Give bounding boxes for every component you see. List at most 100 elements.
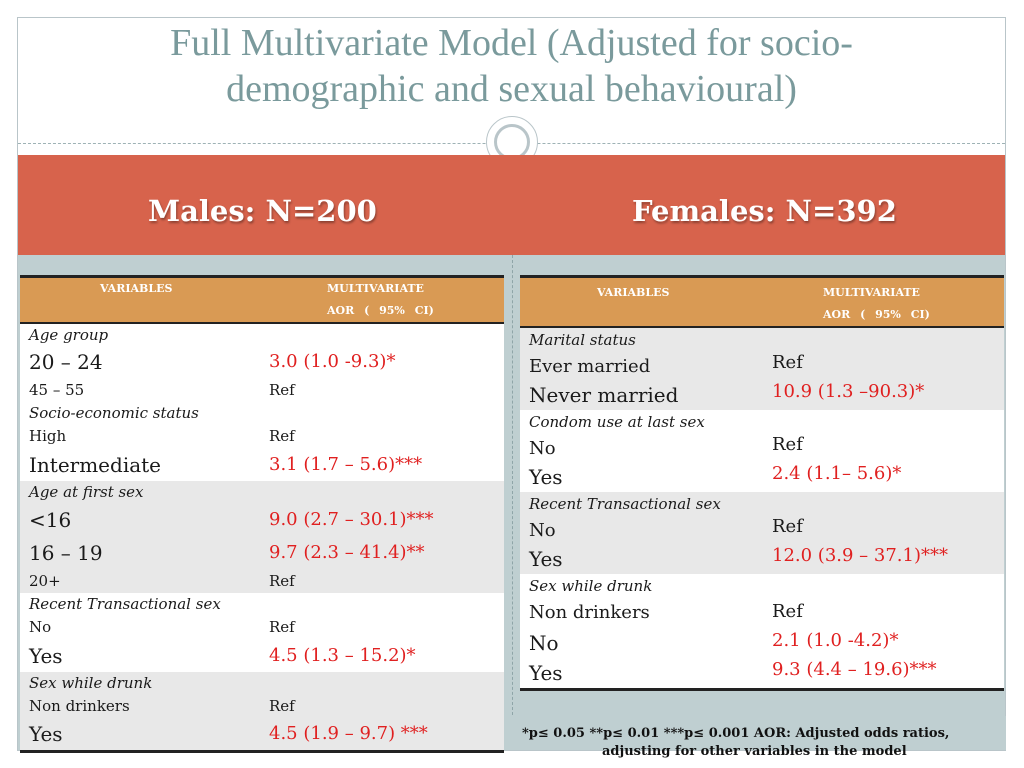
males-table-header: VARIABLES MULTIVARIATE AOR ( 95% CI) [20, 276, 504, 324]
males-table-row: High Ref [20, 424, 504, 448]
header-band [18, 155, 1005, 255]
males-header-variables: VARIABLES [20, 276, 260, 324]
females-header-multivariate-label: MULTIVARIATE [823, 286, 920, 299]
males-table-row: <16 9.0 (2.7 – 30.1)*** [20, 503, 504, 536]
males-table-row: Sex while drunk [20, 672, 504, 694]
empty-cell [260, 481, 504, 503]
males-table-row: Non drinkers Ref [20, 694, 504, 718]
empty-cell [260, 402, 504, 424]
ref-value: Ref [772, 352, 803, 373]
level-label: Yes [20, 639, 260, 672]
level-label: High [20, 424, 260, 448]
males-label: Males: N=200 [148, 194, 377, 228]
ref-value: Ref [772, 434, 803, 455]
males-table-row: Intermediate 3.1 (1.7 – 5.6)*** [20, 448, 504, 481]
males-table-row: 16 – 19 9.7 (2.3 – 41.4)** [20, 536, 504, 569]
males-table-row: Age group [20, 323, 504, 345]
aor-value: 2.1 (1.0 -4.2)* [772, 630, 899, 651]
females-table-group: Marital status Ever married Never married R… [520, 327, 1004, 410]
aor-value: 10.9 (1.3 –90.3)* [772, 381, 925, 402]
males-table-row: 45 – 55 Ref [20, 378, 504, 402]
footnote-line-1: *p≤ 0.05 **p≤ 0.01 ***p≤ 0.001 AOR: Adju… [522, 726, 950, 741]
category-label: Recent Transactional sex [20, 593, 260, 615]
empty-cell [260, 672, 504, 694]
category-label: Socio-economic status [20, 402, 260, 424]
ref-value: Ref [260, 424, 504, 448]
ref-value: Ref [772, 601, 803, 622]
level-label: No [529, 631, 559, 655]
level-label: Yes [529, 661, 563, 685]
aor-value: 2.4 (1.1– 5.6)* [772, 463, 902, 484]
females-table-group: Recent Transactional sex No Yes Ref 12.0 (3.… [520, 492, 1004, 574]
females-header-aor: AOR ( 95% CI) [823, 308, 930, 321]
males-table-row: Age at first sex [20, 481, 504, 503]
category-label: Sex while drunk [529, 577, 653, 595]
aor-value: 9.7 (2.3 – 41.4)** [260, 536, 504, 569]
males-header-multivariate-label: MULTIVARIATE [327, 282, 424, 295]
ref-value: Ref [260, 378, 504, 402]
females-table-header: VARIABLES MULTIVARIATE AOR ( 95% CI) [520, 276, 1004, 328]
category-label: Condom use at last sex [529, 413, 705, 431]
title-line-1: Full Multivariate Model (Adjusted for so… [170, 22, 853, 64]
level-label: 16 – 19 [20, 536, 260, 569]
level-label: Yes [20, 718, 260, 751]
title-line-2: demographic and sexual behavioural) [226, 68, 797, 110]
variable-cell: Marital status Ever married Never married [520, 327, 763, 410]
males-table-row: 20 – 24 3.0 (1.0 -9.3)* [20, 345, 504, 378]
aor-value: 3.0 (1.0 -9.3)* [260, 345, 504, 378]
males-header-aor: AOR ( 95% CI) [327, 304, 434, 317]
variable-cell: Recent Transactional sex No Yes [520, 492, 763, 574]
males-table-row: No Ref [20, 615, 504, 639]
category-label: Age group [20, 323, 260, 345]
aor-value: 9.0 (2.7 – 30.1)*** [260, 503, 504, 536]
aor-value: 9.3 (4.4 – 19.6)*** [772, 659, 937, 680]
level-label: Yes [529, 465, 563, 489]
variable-cell: Sex while drunk Non drinkers No Yes [520, 574, 763, 690]
level-label: Never married [529, 383, 679, 407]
empty-cell [260, 323, 504, 345]
aor-value: 4.5 (1.9 – 9.7) *** [260, 718, 504, 751]
males-table-row: Recent Transactional sex [20, 593, 504, 615]
level-label: Non drinkers [529, 602, 650, 623]
females-label: Females: N=392 [632, 194, 897, 228]
level-label: Yes [529, 547, 563, 571]
footnote: *p≤ 0.05 **p≤ 0.01 ***p≤ 0.001 AOR: Adju… [507, 716, 1006, 759]
ref-value: Ref [260, 569, 504, 593]
ref-value: Ref [260, 694, 504, 718]
aor-cell: Ref 10.9 (1.3 –90.3)* [763, 327, 1004, 410]
level-label: No [529, 520, 556, 541]
males-table-row: 20+ Ref [20, 569, 504, 593]
females-table-group: Condom use at last sex No Yes Ref 2.4 (1.1– … [520, 410, 1004, 492]
males-table-row: Yes 4.5 (1.9 – 9.7) *** [20, 718, 504, 751]
males-header-multivariate: MULTIVARIATE AOR ( 95% CI) [260, 276, 504, 324]
females-table-group: Sex while drunk Non drinkers No Yes Ref 2.1 (… [520, 574, 1004, 690]
aor-cell: Ref 2.1 (1.0 -4.2)* 9.3 (4.4 – 19.6)*** [763, 574, 1004, 690]
category-label: Age at first sex [20, 481, 260, 503]
level-label: 20 – 24 [20, 345, 260, 378]
level-label: 20+ [20, 569, 260, 593]
males-table-row: Yes 4.5 (1.3 – 15.2)* [20, 639, 504, 672]
footnote-line-2: adjusting for other variables in the mod… [602, 744, 907, 759]
aor-cell: Ref 12.0 (3.9 – 37.1)*** [763, 492, 1004, 574]
level-label: Ever married [529, 356, 651, 377]
category-label: Recent Transactional sex [529, 495, 721, 513]
males-table-row: Socio-economic status [20, 402, 504, 424]
aor-value: 12.0 (3.9 – 37.1)*** [772, 545, 948, 566]
females-table: VARIABLES MULTIVARIATE AOR ( 95% CI) Mar… [520, 275, 1004, 691]
males-table: VARIABLES MULTIVARIATE AOR ( 95% CI) Age… [20, 275, 504, 753]
aor-cell: Ref 2.4 (1.1– 5.6)* [763, 410, 1004, 492]
ref-value: Ref [260, 615, 504, 639]
slide-title: Full Multivariate Model (Adjusted for so… [17, 20, 1006, 112]
level-label: 45 – 55 [20, 378, 260, 402]
level-label: Non drinkers [20, 694, 260, 718]
variable-cell: Condom use at last sex No Yes [520, 410, 763, 492]
level-label: <16 [20, 503, 260, 536]
panel-divider [512, 255, 513, 715]
aor-value: 3.1 (1.7 – 5.6)*** [260, 448, 504, 481]
category-label: Marital status [529, 331, 636, 349]
ref-value: Ref [772, 516, 803, 537]
level-label: Intermediate [20, 448, 260, 481]
empty-cell [260, 593, 504, 615]
slide-frame [17, 17, 1006, 751]
category-label: Sex while drunk [20, 672, 260, 694]
